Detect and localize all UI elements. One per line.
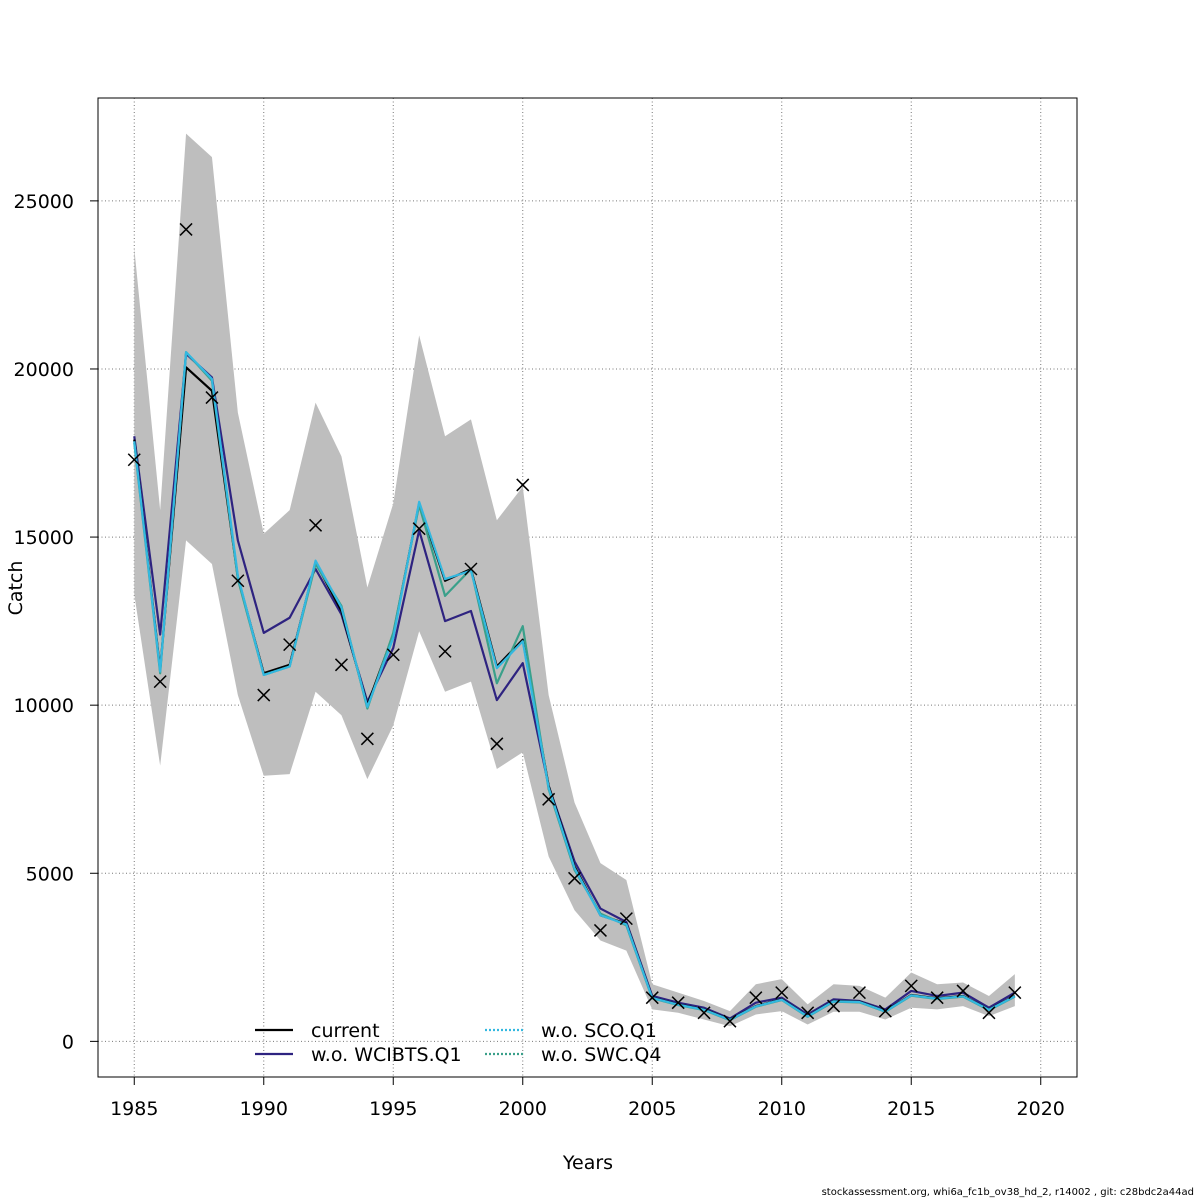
confidence-band — [134, 133, 1015, 1027]
observed-point — [360, 732, 374, 746]
observed-point — [827, 999, 841, 1013]
observed-point — [775, 986, 789, 1000]
observed-point — [516, 478, 530, 492]
x-tick-label: 2020 — [1017, 1098, 1065, 1120]
observed-point — [438, 644, 452, 658]
y-tick-label: 20000 — [14, 359, 74, 381]
plot-frame — [97, 97, 1078, 1078]
observed-point — [930, 991, 944, 1005]
footer-caption: stockassessment.org, whi6a_fc1b_ov38_hd_… — [821, 1187, 1194, 1198]
observed-point — [257, 688, 271, 702]
observed-point — [127, 453, 141, 467]
observed-point — [801, 1006, 815, 1020]
legend-item-w-o-wcibts-q1: w.o. WCIBTS.Q1 — [255, 1044, 462, 1066]
x-tick-label: 1995 — [369, 1098, 417, 1120]
legend-label: w.o. WCIBTS.Q1 — [311, 1044, 462, 1066]
observed-point — [179, 222, 193, 236]
legend-item-w-o-sco-q1: w.o. SCO.Q1 — [485, 1020, 657, 1042]
grid — [98, 98, 1077, 1077]
x-tick-label: 1990 — [240, 1098, 288, 1120]
legend-item-w-o-swc-q4: w.o. SWC.Q4 — [485, 1044, 661, 1066]
x-tick-label: 2005 — [628, 1098, 676, 1120]
observed-point — [153, 675, 167, 689]
y-tick-label: 25000 — [14, 191, 74, 213]
y-tick-label: 5000 — [26, 863, 74, 885]
x-tick-label: 2015 — [887, 1098, 935, 1120]
observed-point — [464, 562, 478, 576]
observed-point — [309, 518, 323, 532]
y-tick-label: 15000 — [14, 527, 74, 549]
axes: 1985 1990 1995 2000 2005 2010 2015 2020 0 5000 100… — [14, 97, 1078, 1120]
observed-point — [723, 1014, 737, 1028]
observed-point — [1008, 986, 1022, 1000]
observed-point — [982, 1006, 996, 1020]
observed-point — [386, 648, 400, 662]
legend-label: w.o. SCO.Q1 — [541, 1020, 657, 1042]
observed-point — [697, 1006, 711, 1020]
observed-point — [231, 574, 245, 588]
y-axis-label: Catch — [5, 561, 27, 616]
observed-point — [412, 522, 426, 536]
x-axis-label: Years — [562, 1152, 613, 1174]
observed-point — [852, 986, 866, 1000]
observed-point — [283, 638, 297, 652]
series-line-w-o-sco-q1 — [133, 351, 1016, 1021]
observed-point — [542, 792, 556, 806]
y-tick-label: 10000 — [14, 695, 74, 717]
series-lines — [133, 351, 1016, 1022]
observed-point — [749, 991, 763, 1005]
y-tick-label: 0 — [62, 1031, 74, 1053]
observed-point — [334, 658, 348, 672]
observed-point — [205, 391, 219, 405]
legend-item-current: current — [255, 1020, 380, 1042]
observed-point — [904, 979, 918, 993]
observed-point — [490, 737, 504, 751]
observed-point — [593, 923, 607, 937]
observed-point — [568, 871, 582, 885]
x-tick-label: 2000 — [499, 1098, 547, 1120]
observed-point — [645, 991, 659, 1005]
observed-point — [671, 996, 685, 1010]
x-tick-label: 1985 — [110, 1098, 158, 1120]
x-tick-label: 2010 — [758, 1098, 806, 1120]
observed-points — [127, 222, 1022, 1028]
observed-point — [956, 984, 970, 998]
observed-point — [878, 1004, 892, 1018]
observed-point — [619, 912, 633, 926]
legend-label: current — [311, 1020, 380, 1042]
legend-label: w.o. SWC.Q4 — [541, 1044, 661, 1066]
confidence-band-area — [134, 133, 1015, 1027]
